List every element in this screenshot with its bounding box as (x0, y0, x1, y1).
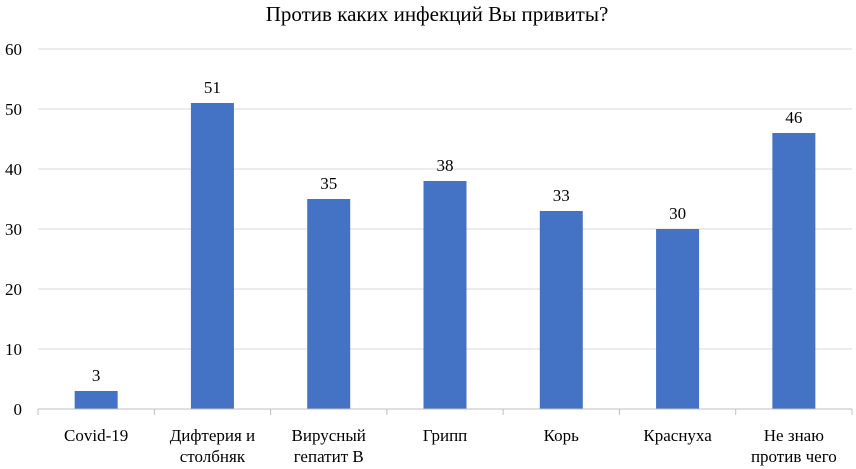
bar (74, 391, 118, 409)
bar (190, 103, 234, 409)
x-axis-tick-marks (37, 409, 853, 415)
category-label: против чего (751, 447, 837, 466)
category-label: Краснуха (643, 426, 712, 445)
bar (772, 133, 816, 409)
data-label: 35 (320, 174, 337, 193)
y-tick-label: 60 (5, 40, 22, 59)
y-tick-label: 10 (5, 340, 22, 359)
category-label: Вирусный (292, 426, 366, 445)
y-tick-label: 20 (5, 280, 22, 299)
y-tick-label: 0 (14, 400, 23, 419)
category-label: Не знаю (764, 426, 824, 445)
y-tick-label: 30 (5, 220, 22, 239)
category-label: Грипп (423, 426, 468, 445)
bar (307, 199, 351, 409)
data-label: 38 (437, 156, 454, 175)
bar (539, 211, 583, 409)
data-label: 51 (204, 78, 221, 97)
category-label: Дифтерия и (170, 426, 255, 445)
category-label: столбняк (180, 447, 246, 466)
x-axis-categories: Covid-19 Дифтерия и столбняк Вирусный гепати… (64, 426, 837, 466)
category-label: Корь (544, 426, 579, 445)
bar (423, 181, 467, 409)
y-axis-ticks: 0 10 20 30 40 50 60 (5, 40, 22, 419)
data-label: 46 (785, 108, 802, 127)
y-tick-label: 40 (5, 160, 22, 179)
data-labels: 3 51 35 38 33 30 46 (92, 78, 802, 385)
bar (656, 229, 700, 409)
chart-title: Против каких инфекций Вы привиты? (266, 2, 609, 26)
data-label: 33 (553, 186, 570, 205)
y-tick-label: 50 (5, 100, 22, 119)
category-label: Covid-19 (64, 426, 128, 445)
category-label: гепатит В (294, 447, 364, 466)
data-label: 3 (92, 366, 101, 385)
data-label: 30 (669, 204, 686, 223)
bars (74, 103, 816, 409)
